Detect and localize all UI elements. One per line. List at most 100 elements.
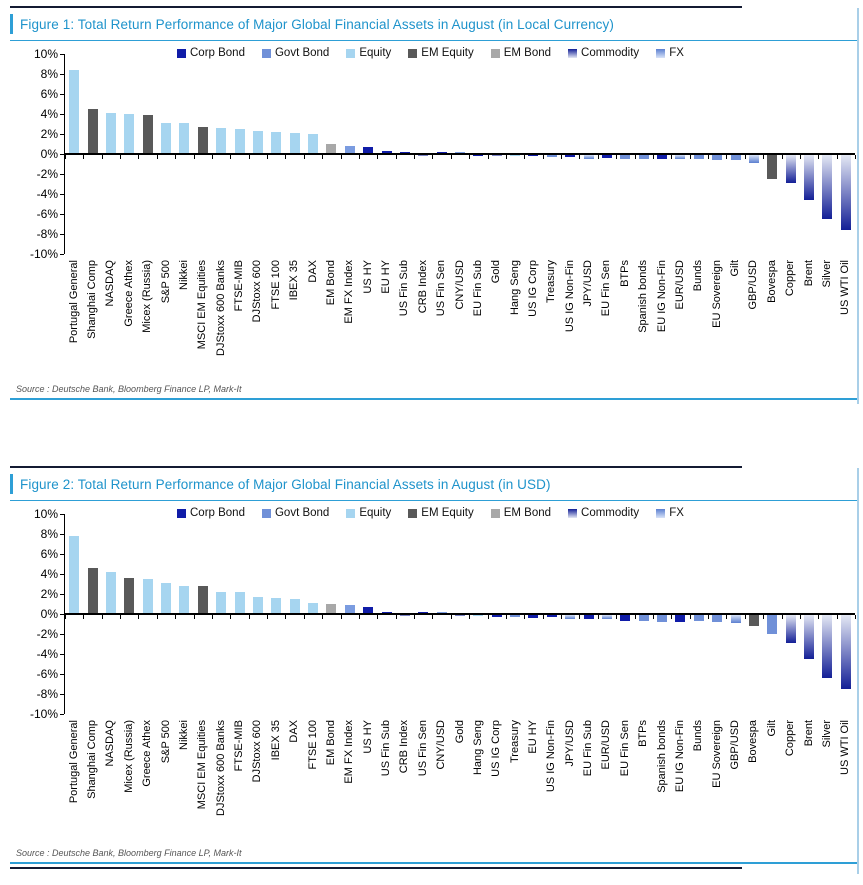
x-axis-label-brent: Brent: [802, 260, 815, 287]
bar-crb-index: [418, 155, 429, 156]
x-axis-tick: [156, 155, 158, 159]
legend-swatch-commodity: [568, 48, 578, 58]
y-axis-tick-label: -4%: [36, 187, 58, 201]
legend-item-govt-bond: Govt Bond: [261, 507, 329, 519]
bar-dax: [308, 134, 319, 153]
bar-nasdaq: [105, 112, 116, 153]
legend-swatch-em-equity: [408, 508, 418, 518]
bar-us-ig-corp: [528, 155, 539, 156]
x-axis-tick: [101, 615, 103, 619]
y-axis-tick-label: -2%: [36, 167, 58, 181]
bar-greece-athex: [142, 578, 153, 613]
x-axis-tick: [101, 155, 103, 159]
legend-swatch-em-bond: [490, 48, 500, 58]
y-axis-tick: [60, 674, 64, 675]
x-axis-label-ibex-35: IBEX 35: [288, 260, 301, 301]
x-axis-label-copper: Copper: [784, 260, 797, 297]
legend-swatch-equity: [346, 48, 356, 58]
figure-2-title: Figure 2: Total Return Performance of Ma…: [20, 476, 551, 492]
x-axis-tick: [763, 615, 765, 619]
legend-item-commodity: Commodity: [568, 47, 639, 59]
legend-label: FX: [669, 47, 684, 59]
x-axis-label-ftse-100: FTSE 100: [269, 260, 282, 310]
x-axis-tick: [524, 155, 526, 159]
bar-btps: [620, 155, 631, 159]
x-axis-label-jpy-usd: JPY/USD: [563, 720, 576, 767]
x-axis-label-hang-seng: Hang Seng: [471, 720, 484, 776]
bar-ftse-100: [271, 132, 282, 153]
x-axis-tick: [579, 615, 581, 619]
x-axis-label-cny-usd: CNY/USD: [453, 260, 466, 310]
x-axis-tick: [303, 615, 305, 619]
x-axis-label-djstoxx-600-banks: DJStoxx 600 Banks: [214, 720, 227, 816]
bar-micex-russia: [142, 114, 153, 153]
y-axis-tick: [60, 594, 64, 595]
figure-1-title: Figure 1: Total Return Performance of Ma…: [20, 16, 614, 32]
x-axis-label-eu-fin-sen: EU Fin Sen: [618, 720, 631, 777]
bar-portugal-general: [69, 536, 80, 613]
x-axis-label-msci-em-equities: MSCI EM Equities: [196, 260, 209, 350]
figure-1-title-row: Figure 1: Total Return Performance of Ma…: [10, 13, 614, 35]
bar-djstoxx-600-banks: [216, 128, 227, 153]
legend-label: EM Bond: [503, 47, 552, 59]
x-axis-tick: [542, 155, 544, 159]
y-axis-tick-label: 4%: [40, 107, 58, 121]
legend-swatch-govt-bond: [261, 48, 271, 58]
x-axis-tick: [267, 155, 269, 159]
x-axis-tick: [193, 615, 195, 619]
bar-spanish-bonds: [657, 615, 668, 622]
legend-swatch-fx: [656, 508, 666, 518]
x-axis-tick: [358, 615, 360, 619]
y-axis-tick-label: -10%: [29, 247, 58, 261]
x-axis-tick: [322, 155, 324, 159]
bar-gilt: [730, 155, 741, 160]
bar-hang-seng: [510, 155, 521, 156]
x-axis-tick: [708, 615, 710, 619]
x-axis-label-treasury: Treasury: [545, 260, 558, 303]
figure-2-title-underline: [10, 500, 857, 501]
figure-1-panel: Figure 1: Total Return Performance of Ma…: [10, 6, 859, 404]
x-axis-label-us-wti-oil: US WTI Oil: [839, 720, 852, 775]
y-axis-tick-label: 10%: [33, 507, 58, 521]
legend-item-fx: FX: [656, 47, 684, 59]
bar-shanghai-comp: [87, 568, 98, 613]
y-axis-tick: [60, 114, 64, 115]
legend-label: Commodity: [581, 47, 640, 59]
bar-cny-usd: [436, 612, 447, 613]
x-axis-tick: [652, 615, 654, 619]
x-axis-tick: [634, 155, 636, 159]
bar-em-fx-index: [344, 145, 355, 153]
bar-silver: [822, 155, 833, 219]
x-axis-tick: [781, 155, 783, 159]
bar-ibex-35: [271, 598, 282, 613]
bar-us-hy: [363, 147, 374, 153]
x-axis-label-eu-ig-non-fin: EU IG Non-Fin: [673, 720, 686, 793]
x-axis-label-shanghai-comp: Shanghai Comp: [86, 260, 99, 339]
y-axis-line: [64, 514, 65, 714]
legend-swatch-fx: [656, 48, 666, 58]
x-axis-label-ftse-mib: FTSE-MIB: [233, 720, 246, 772]
x-axis-label-eu-fin-sen: EU Fin Sen: [600, 260, 613, 317]
x-axis-label-us-ig-non-fin: US IG Non-Fin: [563, 260, 576, 333]
x-axis-label-us-fin-sen: US Fin Sen: [435, 260, 448, 317]
x-axis-label-brent: Brent: [802, 720, 815, 747]
x-axis-tick: [377, 155, 379, 159]
legend-swatch-commodity: [568, 508, 578, 518]
bar-us-fin-sub: [399, 152, 410, 153]
x-axis-label-nikkei: Nikkei: [177, 260, 190, 290]
bar-us-ig-corp: [491, 615, 502, 617]
bar-us-fin-sub: [381, 612, 392, 613]
x-axis-tick: [763, 155, 765, 159]
x-axis-tick: [432, 615, 434, 619]
x-axis-tick: [561, 615, 563, 619]
x-axis-label-portugal-general: Portugal General: [67, 720, 80, 804]
bar-bovespa: [748, 615, 759, 626]
x-axis-tick: [818, 155, 820, 159]
y-axis-tick: [60, 234, 64, 235]
x-axis-label-djstoxx-600: DJStoxx 600: [251, 260, 264, 323]
bar-greece-athex: [124, 113, 135, 153]
x-axis-label-ftse-100: FTSE 100: [306, 720, 319, 770]
x-axis-tick: [818, 615, 820, 619]
bar-nikkei: [179, 586, 190, 613]
